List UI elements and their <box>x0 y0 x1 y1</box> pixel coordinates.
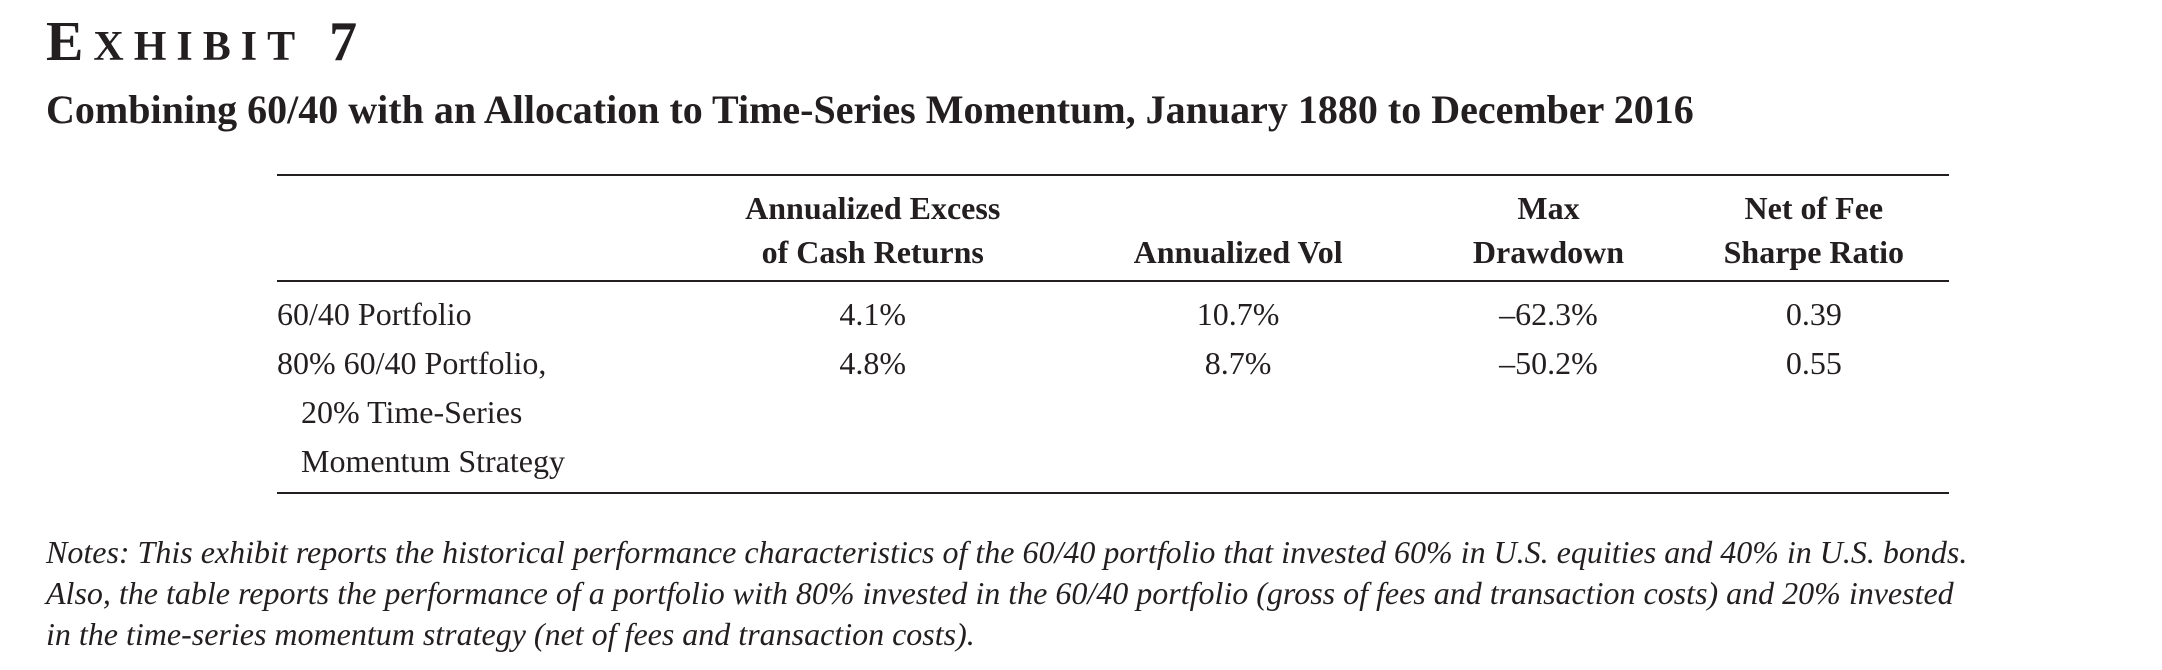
header-line: Net of Fee <box>1744 190 1884 226</box>
performance-table: Annualized Excess of Cash Returns Annual… <box>277 174 1949 494</box>
row-label: 60/40 Portfolio <box>277 281 687 339</box>
cell-vol: 8.7% <box>1204 345 1272 381</box>
row-label-line: Momentum Strategy <box>301 443 565 479</box>
row-label: 80% 60/40 Portfolio, 20% Time-Series Mom… <box>277 339 687 493</box>
notes-line: Also, the table reports the performance … <box>46 575 1954 611</box>
table-header-row: Annualized Excess of Cash Returns Annual… <box>277 175 1949 282</box>
header-line: Sharpe Ratio <box>1723 234 1905 270</box>
cell-max-drawdown: –62.3% <box>1499 296 1598 332</box>
exhibit-number: 7 <box>329 11 368 73</box>
cell-max-drawdown: –50.2% <box>1499 345 1598 381</box>
row-label-line: 60/40 Portfolio <box>277 296 472 332</box>
row-label-line: 80% 60/40 Portfolio, <box>277 345 547 381</box>
header-annualized-excess-return: Annualized Excess of Cash Returns <box>687 175 1058 282</box>
table-row: 80% 60/40 Portfolio, 20% Time-Series Mom… <box>277 339 1949 493</box>
exhibit-label-rest: XHIBIT <box>93 24 306 70</box>
cell-sharpe: 0.39 <box>1785 296 1842 332</box>
header-row-label <box>277 175 688 282</box>
header-line: Drawdown <box>1472 234 1625 270</box>
table-row: 60/40 Portfolio 4.1% 10.7% –62.3% 0.39 <box>277 281 1949 339</box>
exhibit-notes: Notes: This exhibit reports the historic… <box>46 532 2146 655</box>
header-line: Max <box>1517 190 1580 226</box>
header-annualized-vol: Annualized Vol <box>1057 175 1419 282</box>
header-line: of Cash Returns <box>761 234 984 270</box>
notes-line: Notes: This exhibit reports the historic… <box>46 534 1968 570</box>
cell-sharpe: 0.55 <box>1785 345 1842 381</box>
header-line: Annualized Excess <box>745 190 1001 226</box>
performance-table-container: Annualized Excess of Cash Returns Annual… <box>277 174 1949 494</box>
row-label-line: 20% Time-Series <box>301 394 523 430</box>
header-max-drawdown: Max Drawdown <box>1418 175 1679 282</box>
exhibit-title: Combining 60/40 with an Allocation to Ti… <box>46 87 1694 132</box>
notes-line: in the time-series momentum strategy (ne… <box>46 616 975 652</box>
cell-excess-return: 4.1% <box>839 296 907 332</box>
exhibit-label-initial: E <box>46 11 94 73</box>
header-line: Annualized Vol <box>1133 234 1343 270</box>
header-sharpe-ratio: Net of Fee Sharpe Ratio <box>1678 175 1949 282</box>
exhibit-label: EXHIBIT 7 <box>46 14 367 70</box>
cell-vol: 10.7% <box>1196 296 1280 332</box>
cell-excess-return: 4.8% <box>839 345 907 381</box>
